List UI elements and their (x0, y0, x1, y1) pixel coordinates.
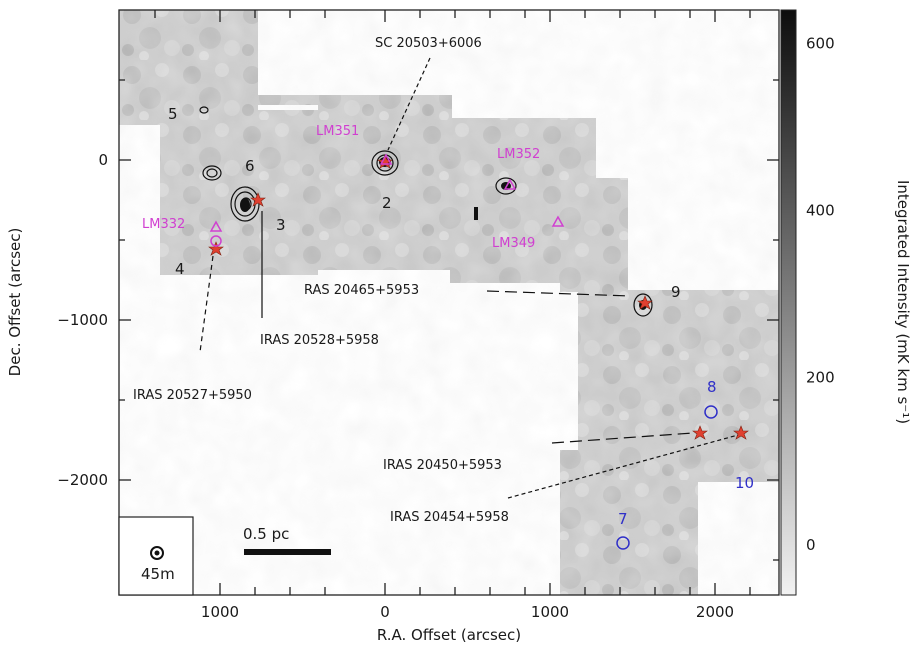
triangle-lm351 (379, 153, 393, 165)
y-tick-label: 0 (98, 151, 108, 169)
source-label-2: 2 (382, 194, 392, 212)
contour-source-2 (371, 150, 399, 176)
source-label-7: 7 (618, 510, 628, 528)
contour-source-6 (202, 165, 222, 181)
triangle-lm349 (551, 215, 565, 227)
annotation-sc-20503: SC 20503+6006 (375, 36, 482, 51)
circle-source-7 (616, 536, 630, 550)
contour-source-3 (230, 186, 260, 222)
y-axis-label: Dec. Offset (arcsec) (6, 228, 24, 377)
emission-contours (199, 106, 653, 317)
colorbar-tick-label: 200 (806, 369, 835, 387)
beam-label: 45m (141, 565, 175, 583)
source-label-3: 3 (276, 216, 286, 234)
source-label-4: 4 (175, 260, 185, 278)
annotation-iras-20454: IRAS 20454+5958 (390, 510, 509, 525)
colorbar-tick-label: 600 (806, 34, 835, 52)
map-tiles (119, 10, 779, 595)
marker-labels: LM351 LM352 LM349 LM332 (142, 124, 540, 251)
contour-source-5 (199, 106, 209, 114)
source-label-10: 10 (735, 474, 754, 492)
star-source-9 (637, 295, 653, 310)
circle-lm332 (210, 235, 222, 247)
annotation-iras-20527: IRAS 20527+5950 (133, 388, 252, 403)
triangle-lm352 (503, 178, 517, 190)
x-tick-label: 0 (380, 603, 390, 621)
colorbar (780, 9, 797, 596)
x-tick-label: 1000 (201, 603, 239, 621)
x-tick-label: 2000 (696, 603, 734, 621)
source-labels: 5 6 3 4 2 9 8 10 7 (168, 105, 754, 528)
x-axis-label: R.A. Offset (arcsec) (377, 626, 521, 644)
star-source-4 (208, 241, 224, 256)
circle-source-8 (704, 405, 718, 419)
annotation-ras-20465: RAS 20465+5953 (304, 283, 419, 298)
source-label-6: 6 (245, 157, 255, 175)
contour-lm352 (495, 177, 517, 195)
scalebar-label: 0.5 pc (243, 525, 289, 543)
blue-markers (616, 405, 718, 550)
x-tick-labels: 1000 0 1000 2000 (201, 603, 734, 621)
star-source-3 (250, 192, 266, 207)
contour-source-9 (633, 293, 653, 317)
x-tick-label: 1000 (531, 603, 569, 621)
contour-source-6-inner (206, 168, 218, 178)
beam-inset: 45m (118, 516, 194, 596)
marker-label-lm352: LM352 (497, 147, 540, 162)
annotation-iras-20528: IRAS 20528+5958 (260, 333, 379, 348)
source-label-9: 9 (671, 283, 681, 301)
leader-lines (199, 57, 739, 499)
colorbar-label: Integrated Intensity (mK km s⁻¹) (894, 180, 912, 424)
magenta-markers (209, 153, 565, 247)
beam-circle (150, 546, 164, 560)
star-iras-20450 (692, 425, 708, 440)
scalebar-line (244, 549, 331, 555)
marker-label-lm351: LM351 (316, 124, 359, 139)
source-label-5: 5 (168, 105, 178, 123)
annotation-iras-20450: IRAS 20450+5953 (383, 458, 502, 473)
triangle-lm332 (209, 220, 223, 232)
y-tick-label: −1000 (57, 311, 108, 329)
colorbar-tick-label: 0 (806, 536, 816, 554)
scale-bar: 0.5 pc (243, 525, 331, 555)
colorbar-tick-label: 400 (806, 202, 835, 220)
y-tick-label: −2000 (57, 471, 108, 489)
marker-label-lm332: LM332 (142, 217, 185, 232)
source-label-8: 8 (707, 378, 717, 396)
y-tick-labels: 0 −1000 −2000 (57, 151, 108, 489)
colorbar-tick-labels: 0 200 400 600 (806, 34, 835, 553)
marker-label-lm349: LM349 (492, 236, 535, 251)
star-iras-20454 (733, 425, 749, 440)
plot-frame (118, 9, 780, 596)
annotation-labels: SC 20503+6006 RAS 20465+5953 IRAS 20528+… (133, 36, 509, 525)
frame-ticks (119, 10, 779, 595)
